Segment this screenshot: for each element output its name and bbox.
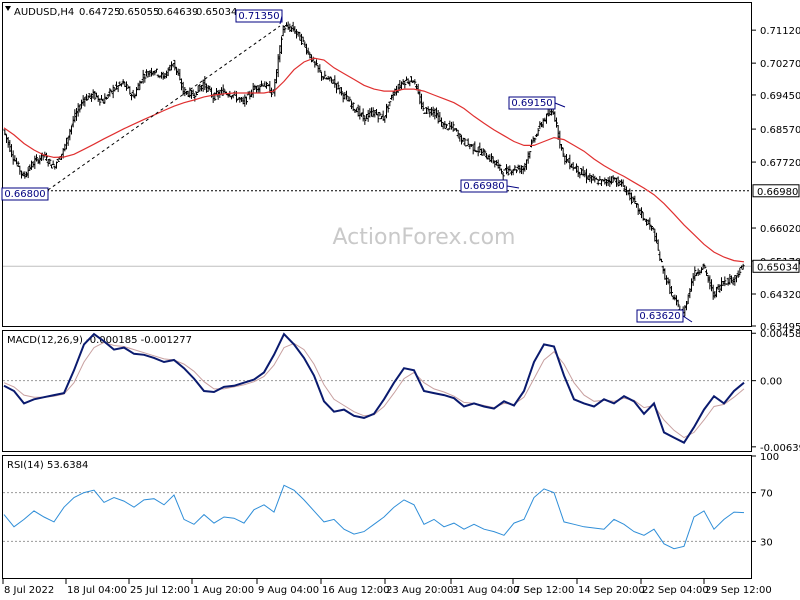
rsi-panel bbox=[2, 455, 752, 579]
macd-title: MACD(12,26,9) -0.000185 -0.001277 bbox=[7, 335, 192, 346]
y-tick-rsi: 70 bbox=[760, 489, 773, 500]
macd-signal-line bbox=[3, 341, 745, 439]
y-tick-price: 0.64320 bbox=[760, 290, 800, 301]
annotation-label: 0.66980 bbox=[463, 181, 504, 192]
macd-lines bbox=[3, 332, 751, 445]
rsi-title: RSI(14) 53.6384 bbox=[7, 460, 88, 471]
macd-panel bbox=[2, 330, 752, 452]
x-tick-label: 18 Jul 04:00 bbox=[67, 585, 127, 596]
x-tick-label: 16 Aug 12:00 bbox=[322, 585, 389, 596]
price-annotations: 0.71350 0.69150 0.66980 0.66800 0.63620 bbox=[1, 9, 693, 323]
rsi-line bbox=[3, 484, 745, 550]
price-level-tag bbox=[752, 259, 800, 273]
header-low: 0.64639 bbox=[157, 7, 198, 18]
price-level-lines bbox=[3, 190, 751, 267]
annotation-label: 0.66800 bbox=[4, 189, 45, 200]
y-tick-price: 0.65034 bbox=[757, 262, 798, 273]
rsi-lines bbox=[3, 484, 751, 550]
macd-line bbox=[3, 332, 745, 445]
trend-line bbox=[47, 25, 281, 191]
header-high: 0.65055 bbox=[118, 7, 159, 18]
annotation-label: 0.69150 bbox=[511, 98, 552, 109]
y-tick-price: 0.66020 bbox=[760, 224, 800, 235]
y-tick-macd: 0.004583 bbox=[760, 329, 800, 340]
x-tick-label: 25 Jul 12:00 bbox=[130, 585, 190, 596]
y-axis-labels: 0.71120 0.70270 0.69450 0.68570 0.67720 0.669… bbox=[752, 26, 800, 548]
y-tick-price: 0.68570 bbox=[760, 125, 800, 136]
annotation-label: 0.63620 bbox=[639, 311, 680, 322]
x-axis-labels: 8 Jul 2022 18 Jul 04:00 25 Jul 12:00 1 Aug … bbox=[2, 579, 772, 596]
header-open: 0.64725 bbox=[79, 7, 120, 18]
y-tick-macd: -0.006397 bbox=[760, 443, 800, 454]
price-header: AUDUSD,H4 0.64725 0.65055 0.64639 0.6503… bbox=[5, 6, 237, 18]
x-tick-label: 1 Aug 20:00 bbox=[193, 585, 254, 596]
moving-average bbox=[3, 57, 745, 263]
y-tick-price: 0.66980 bbox=[757, 187, 798, 198]
y-tick-price: 0.63495 bbox=[760, 322, 800, 333]
price-panel bbox=[2, 2, 752, 327]
x-tick-label: 9 Aug 04:00 bbox=[258, 585, 319, 596]
annotation-leader bbox=[279, 15, 283, 25]
annotation-leader bbox=[506, 185, 520, 189]
price-level-tag bbox=[752, 184, 800, 198]
annotation-label: 0.71350 bbox=[238, 11, 279, 22]
y-tick-price: 0.71120 bbox=[760, 26, 800, 37]
y-tick-rsi: 100 bbox=[760, 452, 779, 463]
x-tick-label: 23 Aug 20:00 bbox=[386, 585, 453, 596]
x-tick-label: 29 Sep 12:00 bbox=[705, 585, 772, 596]
annotation-leader bbox=[682, 315, 693, 323]
y-tick-price: 0.70270 bbox=[760, 59, 800, 70]
y-tick-price: 0.69450 bbox=[760, 91, 800, 102]
watermark: ActionForex.com bbox=[333, 225, 516, 250]
header-triangle-icon bbox=[5, 6, 11, 11]
x-tick-label: 7 Sep 12:00 bbox=[514, 585, 574, 596]
header-close: 0.65034 bbox=[196, 7, 237, 18]
x-tick-label: 22 Sep 04:00 bbox=[642, 585, 709, 596]
y-tick-price: 0.67720 bbox=[760, 158, 800, 169]
x-tick-label: 8 Jul 2022 bbox=[4, 585, 54, 596]
x-tick-label: 14 Sep 20:00 bbox=[578, 585, 645, 596]
price-bars bbox=[3, 21, 745, 317]
y-tick-macd: 0.00 bbox=[760, 377, 782, 388]
header-symbol: AUDUSD,H4 bbox=[14, 7, 74, 18]
x-tick-label: 31 Aug 04:00 bbox=[452, 585, 519, 596]
annotation-leader bbox=[554, 102, 566, 108]
ma-line bbox=[3, 57, 745, 263]
y-tick-rsi: 30 bbox=[760, 537, 773, 548]
